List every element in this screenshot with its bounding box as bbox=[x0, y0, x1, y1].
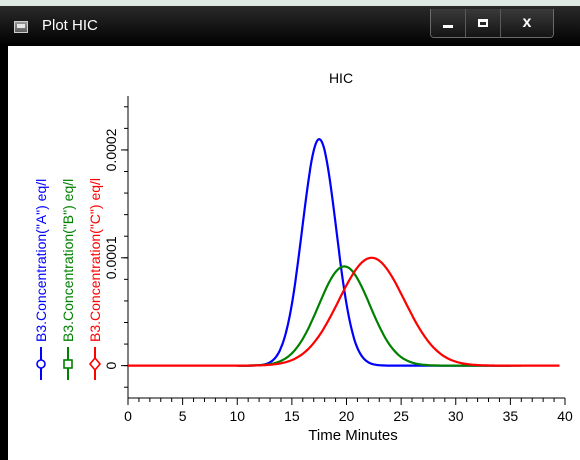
y-tick-label: 0.0001 bbox=[103, 236, 119, 279]
x-tick-label: 40 bbox=[557, 408, 573, 424]
axes: 0 5 10 15 20 25 30 35 40 0 0.0001 0.0002 bbox=[103, 96, 573, 424]
legend-marker-circle bbox=[36, 359, 46, 369]
x-tick-label: 20 bbox=[339, 408, 355, 424]
window-title: Plot HIC bbox=[42, 17, 98, 34]
series-layer bbox=[127, 137, 560, 367]
window-controls: x bbox=[430, 9, 554, 38]
legend-label-3: B3.Concentration("C") eq/l bbox=[87, 178, 103, 342]
y-tick-label: 0.0002 bbox=[103, 128, 119, 171]
x-tick-label: 0 bbox=[124, 408, 132, 424]
plot-window: Plot HIC x HIC 0 5 10 15 20 25 30 35 40 0 0.0001 0.… bbox=[0, 6, 580, 460]
x-tick-label: 15 bbox=[284, 408, 300, 424]
title-bar[interactable]: Plot HIC x bbox=[0, 6, 580, 46]
close-icon: x bbox=[522, 14, 532, 31]
legend-label-1: B3.Concentration("A") eq/l bbox=[33, 179, 49, 342]
x-tick-label: 5 bbox=[179, 408, 187, 424]
plot-area: HIC 0 5 10 15 20 25 30 35 40 0 0.0001 0.0002 B3.Con… bbox=[8, 46, 580, 460]
legend-marker-square bbox=[63, 359, 73, 369]
x-axis-label: Time Minutes bbox=[308, 427, 397, 444]
window-app-icon[interactable] bbox=[14, 21, 28, 33]
series-line-3 bbox=[127, 256, 560, 367]
close-button[interactable]: x bbox=[500, 9, 553, 37]
maximize-icon bbox=[478, 19, 488, 27]
legend-marker-diamond bbox=[88, 356, 102, 372]
series-line-1 bbox=[237, 137, 511, 367]
x-tick-label: 10 bbox=[229, 408, 245, 424]
y-tick-label: 0 bbox=[103, 362, 119, 370]
legend: B3.Concentration("A") eq/l B3.Concentrati… bbox=[33, 178, 103, 380]
x-tick-label: 30 bbox=[448, 408, 464, 424]
maximize-button[interactable] bbox=[465, 9, 500, 37]
minimize-button[interactable] bbox=[431, 9, 465, 37]
minimize-icon bbox=[443, 24, 453, 28]
x-tick-label: 35 bbox=[503, 408, 519, 424]
chart-title: HIC bbox=[329, 70, 353, 86]
hic-chart: HIC 0 5 10 15 20 25 30 35 40 0 0.0001 0.0002 B3.Con… bbox=[33, 70, 573, 444]
x-tick-label: 25 bbox=[393, 408, 409, 424]
legend-label-2: B3.Concentration("B") eq/l bbox=[60, 179, 76, 342]
